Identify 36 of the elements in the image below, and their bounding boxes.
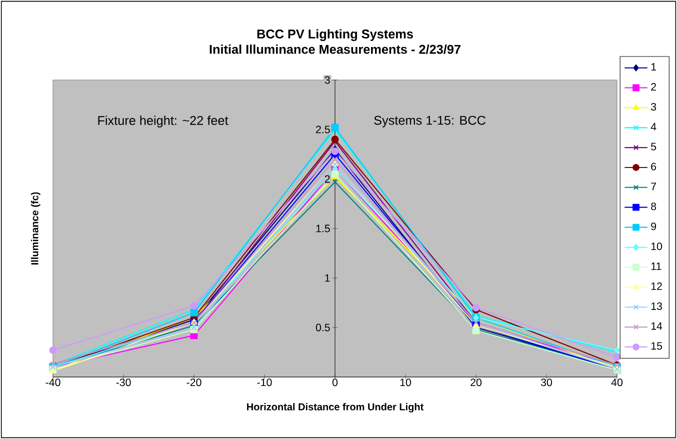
legend-label: 1 (651, 63, 656, 71)
annotation: Systems 1-15: BCC (374, 116, 486, 128)
y-tick-label: 0.5 (316, 324, 330, 332)
legend-label: 5 (651, 142, 656, 150)
legend-label: 3 (650, 103, 656, 111)
legend-label: 2 (651, 83, 656, 90)
x-tick-label: -10 (257, 378, 272, 386)
x-tick-label: -30 (116, 378, 131, 386)
y-tick-label: 1 (325, 274, 330, 282)
y-tick-label: 2.5 (316, 126, 330, 134)
x-tick-label: 10 (400, 378, 412, 386)
x-tick-label: -20 (186, 378, 202, 386)
legend-label: 4 (650, 123, 656, 130)
x-tick-label: 0 (332, 378, 338, 386)
legend-label: 6 (651, 162, 656, 170)
legend-label: 10 (651, 242, 662, 250)
legend-label: 14 (651, 322, 662, 330)
legend-label: 7 (651, 182, 656, 190)
x-tick-label: 20 (470, 378, 482, 386)
x-tick-label: 30 (540, 378, 552, 386)
chart-title: BCC PV Lighting Systems (257, 29, 413, 42)
legend-label: 15 (651, 342, 662, 350)
y-tick-label: 1.5 (316, 224, 330, 232)
annotation: Fixture height: ~22 feet (98, 116, 228, 128)
legend-label: 8 (651, 202, 656, 210)
x-tick-label: 40 (611, 378, 623, 386)
y-tick-label: 3 (324, 76, 330, 84)
y-tick-label: 2 (324, 175, 330, 183)
legend-label: 11 (651, 262, 662, 270)
legend-label: 12 (651, 282, 662, 290)
chart-subtitle: Initial Illuminance Measurements - 2/23/97 (210, 44, 460, 54)
x-tick-label: -40 (46, 378, 60, 386)
y-axis-title: Illuminance (fc) (30, 192, 40, 265)
x-axis-title: Horizontal Distance from Under Light (247, 403, 424, 412)
legend-label: 9 (651, 222, 656, 230)
legend-label: 13 (651, 302, 662, 310)
